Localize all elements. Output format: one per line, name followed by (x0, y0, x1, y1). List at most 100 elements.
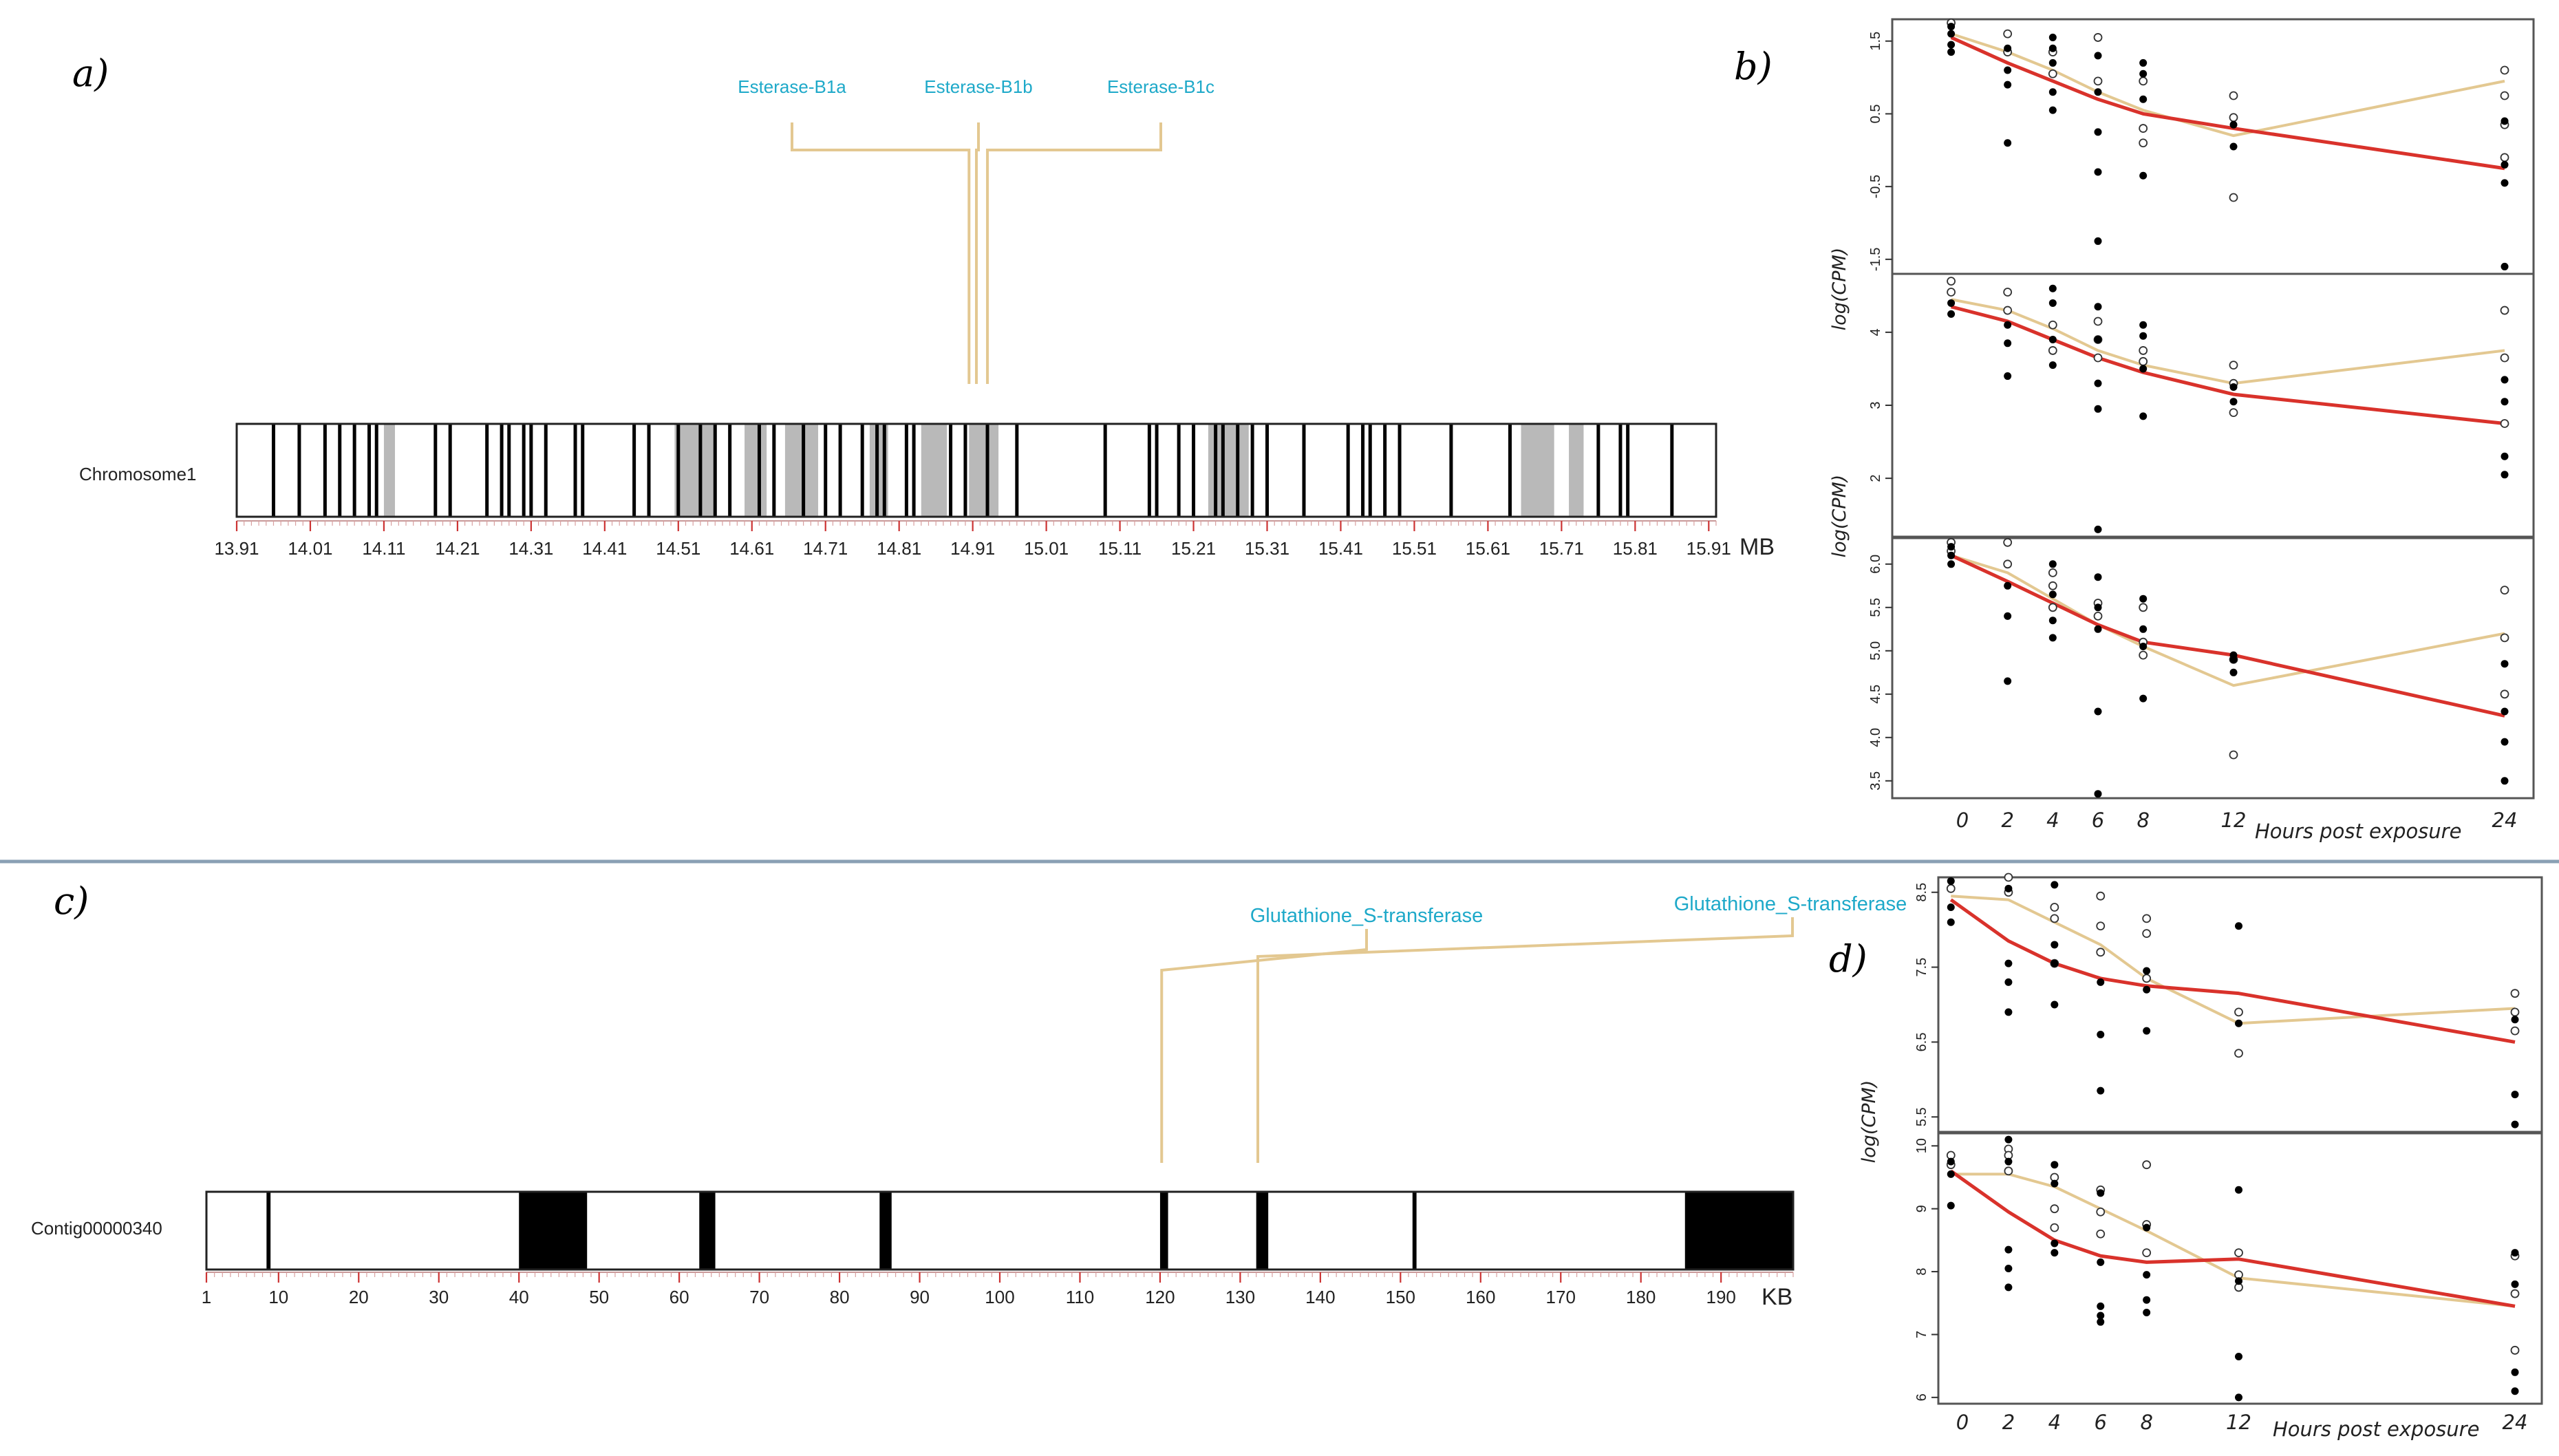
grey-band (784, 424, 819, 517)
filled-point (2004, 1135, 2013, 1144)
filled-point (2094, 237, 2102, 245)
filled-point (2048, 336, 2057, 343)
x-tick-label: 4 (2048, 1411, 2061, 1434)
filled-point (2235, 1019, 2242, 1027)
filled-point (2501, 376, 2509, 384)
black-band (573, 424, 577, 517)
subplots: 5.5 6.5 7.5 8.5 6 7 8 9 10 (1914, 872, 2543, 1405)
open-point (2096, 1207, 2106, 1217)
tick-label: 13.91 (214, 538, 259, 559)
filled-point (2511, 1120, 2519, 1128)
filled-point (2097, 1318, 2105, 1326)
filled-point (2051, 941, 2059, 949)
filled-point (2511, 1091, 2519, 1099)
open-point (2510, 1007, 2520, 1017)
filled-point (2048, 560, 2057, 568)
black-band (338, 424, 342, 517)
y-tick-label: 3 (1868, 401, 1883, 409)
open-point (2229, 193, 2238, 202)
open-point (2093, 317, 2103, 326)
filled-point (2143, 1271, 2151, 1279)
black-band (374, 424, 378, 517)
filled-point (2004, 612, 2012, 620)
feature-bands (266, 1192, 1793, 1270)
tick-label: 15.51 (1392, 538, 1437, 559)
sequence-name: Chromosome1 (79, 464, 197, 484)
open-point (2139, 76, 2148, 86)
subplots: -1.5 -0.5 0.5 1.5 2 3 4 3.5 4.0 4.5 5.0 5.5 6.0 (1868, 18, 2535, 800)
filled-point (2143, 1308, 2151, 1316)
open-point (2139, 138, 2148, 148)
panel-a-genome-track: Chromosome1 MB 13.91 14.01 14.11 14.21 14.31… (79, 76, 1775, 560)
open-point (2048, 603, 2057, 612)
open-point (2500, 586, 2509, 595)
open-point (2096, 948, 2106, 957)
tick-label: 180 (1626, 1287, 1656, 1307)
open-point (2003, 29, 2013, 39)
tick-label: 80 (830, 1287, 850, 1307)
grey-band (1569, 424, 1584, 517)
open-point (2048, 69, 2057, 78)
grey-band (674, 424, 716, 517)
filled-point (2143, 1027, 2151, 1035)
black-band (698, 424, 703, 517)
filled-point (1947, 299, 1956, 307)
filled-point (2004, 959, 2013, 967)
tick-label: 190 (1706, 1287, 1735, 1307)
subplot: -1.5 -0.5 0.5 1.5 (1868, 18, 2535, 275)
filled-point (2511, 1368, 2519, 1376)
gene-annotations: Esterase-B1a Esterase-B1b Esterase-B1c (738, 76, 1214, 384)
black-band (1015, 424, 1019, 517)
filled-point (2004, 1283, 2013, 1292)
filled-point (1947, 918, 1955, 926)
open-point (2142, 1160, 2152, 1170)
filled-point (2143, 985, 2151, 994)
x-tick-label: 24 (2503, 1411, 2528, 1434)
black-band (963, 424, 967, 517)
black-band (1368, 424, 1372, 517)
black-band (500, 424, 504, 517)
black-band (912, 424, 916, 517)
open-point (2500, 633, 2509, 643)
panel-d-expression-plots: log(CPM) Hours post exposure 5.5 6.5 7.5 8.… (1859, 872, 2543, 1441)
black-band (1192, 424, 1196, 517)
filled-point (2094, 379, 2102, 387)
filled-point (2094, 525, 2102, 533)
tick-label: 20 (349, 1287, 369, 1307)
tick-label: 60 (670, 1287, 689, 1307)
open-point (2229, 113, 2238, 122)
filled-point (2501, 160, 2509, 169)
black-band (728, 424, 732, 517)
x-axis-label: Hours post exposure (2255, 820, 2461, 843)
filled-point (2051, 1000, 2059, 1009)
open-point (2004, 1166, 2013, 1176)
panel-a-label: a) (72, 52, 109, 95)
filled-point (2097, 978, 2105, 986)
subplot: 6 7 8 9 10 (1914, 1132, 2543, 1405)
tick-label: 15.01 (1024, 538, 1069, 559)
open-point (2229, 750, 2238, 760)
tick-label: 14.51 (656, 538, 700, 559)
filled-point (2235, 922, 2242, 930)
filled-point (2004, 1245, 2013, 1254)
feature-bands (271, 424, 1674, 517)
grey-band (921, 424, 947, 517)
filled-point (2229, 655, 2238, 663)
tick-label: 1 (202, 1287, 211, 1307)
filled-point (1947, 877, 1955, 885)
open-point (2048, 581, 2057, 590)
filled-point (2004, 1008, 2013, 1016)
black-band (1618, 424, 1623, 517)
filled-point (2501, 660, 2509, 668)
black-band (838, 424, 842, 517)
filled-point (2139, 332, 2148, 340)
tick-label: 140 (1305, 1287, 1335, 1307)
y-tick-label: 4.5 (1868, 685, 1883, 704)
black-band (713, 424, 717, 517)
tick-label: 15.41 (1318, 538, 1363, 559)
position-axis: 1 10 20 30 40 50 60 70 80 90 100 110 120 130 140 150 160… (202, 1272, 1794, 1307)
panel-b-label: b) (1734, 45, 1773, 88)
gene-connector (791, 122, 971, 384)
black-band (1508, 424, 1512, 517)
